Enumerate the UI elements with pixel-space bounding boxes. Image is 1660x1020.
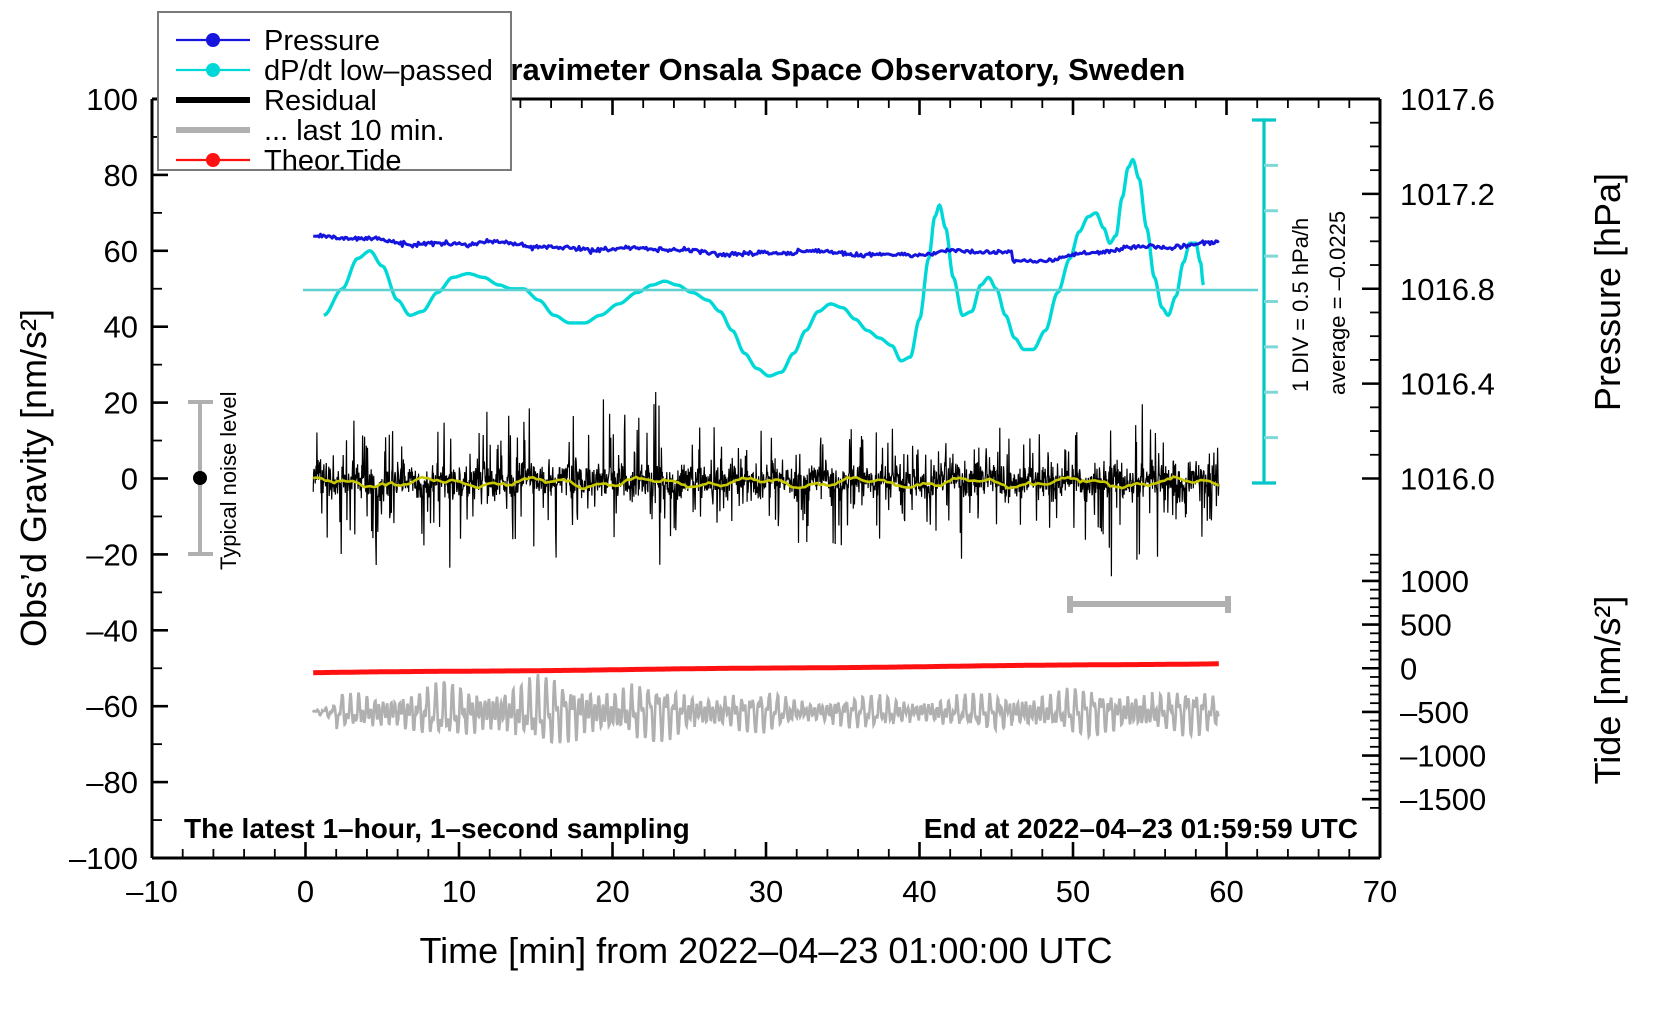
left-tick-label: –80	[86, 765, 138, 800]
x-axis-ticklabels: –10 0 10 20 30 40 50 60 70	[126, 874, 1397, 909]
legend-item-0[interactable]: Pressure	[176, 25, 380, 57]
x-tick-label: 10	[442, 874, 476, 909]
legend-item-label: Residual	[264, 85, 377, 117]
right-pressure-tick-label: 1016.8	[1400, 272, 1495, 307]
legend-item-3[interactable]: ... last 10 min.	[176, 115, 445, 147]
last-10-min-curve	[311, 673, 1220, 744]
right-tide-tick-label: 1000	[1400, 564, 1469, 599]
scale-bar-ticks	[1264, 163, 1278, 440]
x-tick-label: 60	[1209, 874, 1243, 909]
x-tick-label: 50	[1056, 874, 1090, 909]
legend-swatch-dot	[206, 63, 220, 77]
x-tick-label: 30	[749, 874, 783, 909]
x-tick-label: 0	[297, 874, 314, 909]
x-tick-label: 70	[1363, 874, 1397, 909]
typical-noise-level-errorbar	[188, 400, 213, 556]
right-tide-ticks	[1362, 553, 1380, 809]
right-pressure-tick-label: 1016.0	[1400, 462, 1495, 497]
x-tick-label: –10	[126, 874, 178, 909]
right-pressure-tick-label: 1017.2	[1400, 177, 1495, 212]
left-tick-label: 20	[104, 386, 138, 421]
left-tick-label: 100	[86, 82, 138, 117]
right-tide-tick-label: –500	[1400, 695, 1469, 730]
y-axis-title-pressure: Pressure [hPa]	[1587, 173, 1628, 411]
left-axis-ticklabels: –100 –80 –60 –40 –20 0 20 40 60 80 100	[69, 82, 138, 876]
noise-level-label: Typical noise level	[216, 391, 241, 570]
right-tide-ticklabels: –1500 –1000 –500 0 500 1000	[1400, 564, 1486, 817]
x-tick-label: 20	[595, 874, 629, 909]
noise-bar-center-dot	[193, 471, 207, 485]
x-axis-title: Time [min] from 2022–04–23 01:00:00 UTC	[419, 930, 1112, 971]
legend-swatch-dot	[206, 153, 220, 167]
left-tick-label: 60	[104, 234, 138, 269]
left-tick-label: 0	[121, 462, 138, 497]
y-axis-title-left: Obs’d Gravity [nm/s²]	[13, 309, 54, 647]
right-tide-tick-label: –1500	[1400, 782, 1486, 817]
right-pressure-ticks	[1362, 97, 1380, 480]
legend-item-label: dP/dt low–passed	[264, 55, 493, 87]
right-pressure-ticklabels: 1016.0 1016.4 1016.8 1017.2 1017.6	[1400, 82, 1495, 497]
legend-item-label: Pressure	[264, 25, 380, 57]
left-tick-label: 40	[104, 310, 138, 345]
bottom-left-annotation: The latest 1–hour, 1–second sampling	[184, 813, 690, 844]
left-tick-label: –40	[86, 613, 138, 648]
legend-item-label: ... last 10 min.	[264, 115, 445, 147]
residual-curve	[312, 391, 1220, 577]
left-tick-label: –100	[69, 841, 138, 876]
theoretical-tide-curve	[313, 661, 1219, 676]
right-pressure-tick-label: 1016.4	[1400, 367, 1495, 402]
legend-item-1[interactable]: dP/dt low–passed	[176, 55, 493, 87]
scale-label-average: average = –0.0225	[1325, 211, 1350, 395]
left-tick-label: –20	[86, 537, 138, 572]
legend-item-label: Theor.Tide	[264, 145, 402, 177]
pressure-curve	[312, 232, 1220, 264]
scale-label-div: 1 DIV = 0.5 hPa/h	[1288, 218, 1313, 392]
dpdt-scale-bar	[1252, 118, 1278, 485]
left-tick-label: –60	[86, 689, 138, 724]
residual-smoothed-curve	[313, 475, 1220, 491]
x-tick-label: 40	[902, 874, 936, 909]
y-axis-title-tide: Tide [nm/s²]	[1587, 596, 1628, 785]
legend-item-2[interactable]: Residual	[176, 85, 377, 117]
last-10-min-indicator-bar	[1067, 596, 1231, 613]
bottom-right-annotation: End at 2022–04–23 01:59:59 UTC	[924, 813, 1358, 844]
legend-item-4[interactable]: Theor.Tide	[176, 145, 402, 177]
right-pressure-tick-label: 1017.6	[1400, 82, 1495, 117]
right-tide-tick-label: 500	[1400, 608, 1452, 643]
right-tide-tick-label: 0	[1400, 651, 1417, 686]
left-tick-label: 80	[104, 158, 138, 193]
right-tide-tick-label: –1000	[1400, 739, 1486, 774]
legend-swatch-dot	[206, 33, 220, 47]
